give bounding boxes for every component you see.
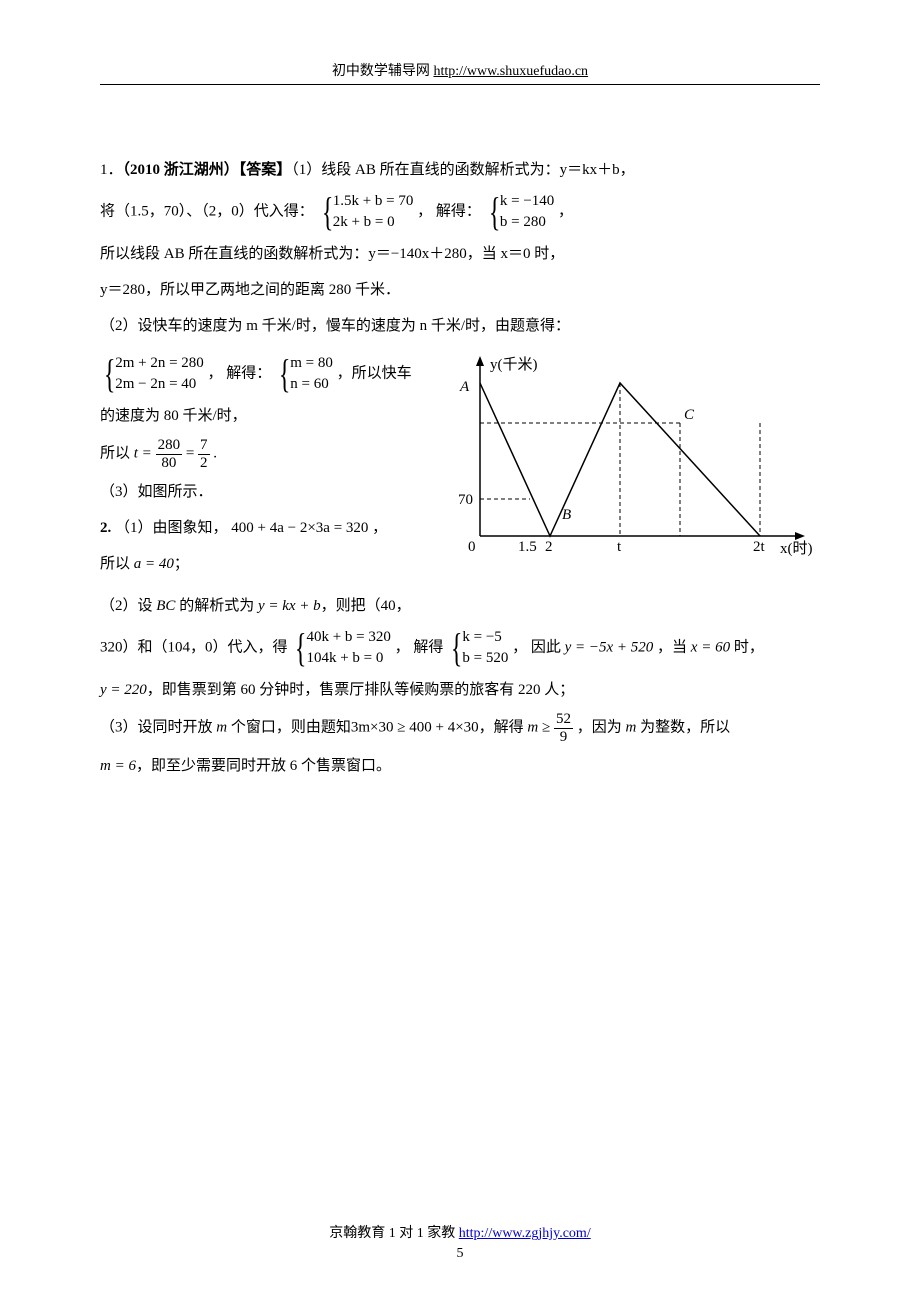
chart-figure: y(千米) A 0 C	[440, 351, 820, 571]
p1-num: 1．	[100, 162, 123, 178]
p15m: m	[216, 719, 227, 735]
sys5-l2: 104k + b = 0	[306, 648, 390, 669]
p15c: ，解得	[479, 719, 528, 735]
p14: y = 220，即售票到第 60 分钟时，售票厅排队等候购票的旅客有 220 人…	[100, 675, 820, 705]
p13e: 时，	[734, 639, 764, 655]
tick-t: t	[617, 539, 622, 555]
f1n: 280	[156, 437, 183, 455]
p12eq1: y = kx + b	[258, 598, 321, 614]
sys1-l2: 2k + b = 0	[333, 212, 414, 233]
p15eq2a: m ≥	[527, 719, 554, 735]
x-axis-label: x(时)	[780, 540, 813, 557]
p2: 将（1.5，70）、（2，0）代入得： { 1.5k + b = 70 2k +…	[100, 191, 820, 233]
label-B: B	[562, 507, 571, 523]
p12b: 的解析式为	[175, 598, 258, 614]
p16: m = 6，即至少需要同时开放 6 个售票窗口。	[100, 751, 820, 781]
sys6-l1: k = −5	[462, 627, 508, 648]
p15m2: m	[626, 719, 637, 735]
p10: 2. （1）由图象知， 400 + 4a − 2×3a = 320 ，	[100, 513, 430, 543]
p8a: 所以	[100, 445, 134, 461]
p1: 1．（2010 浙江湖州）【答案】（1）线段 AB 所在直线的函数解析式为：y＝…	[100, 155, 820, 185]
sys3-l2: 2m − 2n = 40	[115, 374, 204, 395]
header-link[interactable]: http://www.shuxuefudao.cn	[433, 64, 588, 79]
p8b: .	[213, 445, 217, 461]
p7: 的速度为 80 千米/时，	[100, 401, 430, 431]
y-axis-label: y(千米)	[490, 356, 538, 373]
p11eq: a = 40	[134, 556, 174, 572]
sys2-l2: b = 280	[500, 212, 554, 233]
p2a: 将（1.5，70）、（2，0）代入得：	[100, 203, 314, 219]
p13eq: y = −5x + 520	[565, 639, 654, 655]
p4: y＝280，所以甲乙两地之间的距离 280 千米．	[100, 275, 820, 305]
p10eq: 400 + 4a − 2×3a = 320	[231, 520, 368, 536]
tick-2: 2	[545, 539, 553, 555]
tick-1-5: 1.5	[518, 539, 537, 555]
p13a: 320）和（104，0）代入，得	[100, 639, 288, 655]
p15fn: 52	[554, 711, 573, 729]
p16b: ，即至少需要同时开放 6 个售票窗口。	[136, 758, 391, 774]
content: 1．（2010 浙江湖州）【答案】（1）线段 AB 所在直线的函数解析式为：y＝…	[100, 155, 820, 781]
p6b: ，所以快车	[337, 365, 412, 381]
p13d: ，当	[657, 639, 691, 655]
p14eq: y = 220	[100, 682, 147, 698]
p5: （2）设快车的速度为 m 千米/时，慢车的速度为 n 千米/时，由题意得：	[100, 311, 820, 341]
sys2-l1: k = −140	[500, 191, 554, 212]
footer-text: 京翰教育 1 对 1 家教	[329, 1226, 459, 1241]
p13: 320）和（104，0）代入，得 { 40k + b = 320 104k + …	[100, 627, 820, 669]
p8: 所以 t = 280 80 = 7 2 .	[100, 437, 430, 471]
label-A: A	[459, 379, 470, 395]
p15eq1: 3m×30 ≥ 400 + 4×30	[351, 719, 479, 735]
p13x: x = 60	[691, 639, 730, 655]
f1d: 80	[159, 455, 178, 472]
p11b: ；	[174, 556, 189, 572]
p1-bold: （2010 浙江湖州）【答案】	[123, 162, 292, 178]
p15d: ，因为	[577, 719, 626, 735]
p9: （3）如图所示．	[100, 477, 430, 507]
tick-0: 0	[468, 539, 476, 555]
p2c: ，	[558, 203, 573, 219]
header-text: 初中数学辅导网	[332, 64, 434, 79]
p13c: ， 因此	[512, 639, 565, 655]
p15e: 为整数，所以	[636, 719, 730, 735]
page-footer: 京翰教育 1 对 1 家教 http://www.zgjhjy.com/ 5	[0, 1222, 920, 1262]
p16eq: m = 6	[100, 758, 136, 774]
sys1-l1: 1.5k + b = 70	[333, 191, 414, 212]
p10b: （1）由图象知，	[115, 520, 228, 536]
p14b: ，即售票到第 60 分钟时，售票厅排队等候购票的旅客有 220 人；	[147, 682, 575, 698]
p6: { 2m + 2n = 280 2m − 2n = 40 ， 解得： { m =…	[100, 353, 430, 395]
p12a: （2）设	[100, 598, 156, 614]
p11: 所以 a = 40；	[100, 549, 430, 579]
tick-70: 70	[458, 492, 473, 508]
tick-2t: 2t	[753, 539, 766, 555]
p13b: ， 解得	[395, 639, 444, 655]
f2d: 2	[198, 455, 210, 472]
p15: （3）设同时开放 m 个窗口，则由题知3m×30 ≥ 400 + 4×30，解得…	[100, 711, 820, 745]
label-C: C	[684, 407, 695, 423]
page-number: 5	[0, 1246, 920, 1262]
p12: （2）设 BC 的解析式为 y = kx + b，则把（40，	[100, 591, 820, 621]
p10a: 2.	[100, 520, 111, 536]
p15b: 个窗口，则由题知	[227, 719, 351, 735]
p10c: ，	[372, 520, 387, 536]
p15fd: 9	[558, 729, 570, 746]
page-header: 初中数学辅导网 http://www.shuxuefudao.cn	[100, 60, 820, 85]
p11a: 所以	[100, 556, 134, 572]
p6a: ， 解得：	[208, 365, 272, 381]
p2b: ， 解得：	[417, 203, 481, 219]
sys4-l2: n = 60	[290, 374, 333, 395]
footer-link[interactable]: http://www.zgjhjy.com/	[459, 1226, 591, 1241]
p8eq: =	[186, 445, 194, 461]
sys5-l1: 40k + b = 320	[306, 627, 390, 648]
p1-rest: （1）线段 AB 所在直线的函数解析式为：y＝kx＋b，	[291, 162, 634, 178]
p15a: （3）设同时开放	[100, 719, 216, 735]
sys3-l1: 2m + 2n = 280	[115, 353, 204, 374]
p12bc: BC	[156, 598, 175, 614]
p8t: t =	[134, 445, 152, 461]
sys6-l2: b = 520	[462, 648, 508, 669]
sys4-l1: m = 80	[290, 353, 333, 374]
f2n: 7	[198, 437, 210, 455]
p3: 所以线段 AB 所在直线的函数解析式为：y＝−140x＋280，当 x＝0 时，	[100, 239, 820, 269]
p12c: ，则把（40，	[321, 598, 411, 614]
